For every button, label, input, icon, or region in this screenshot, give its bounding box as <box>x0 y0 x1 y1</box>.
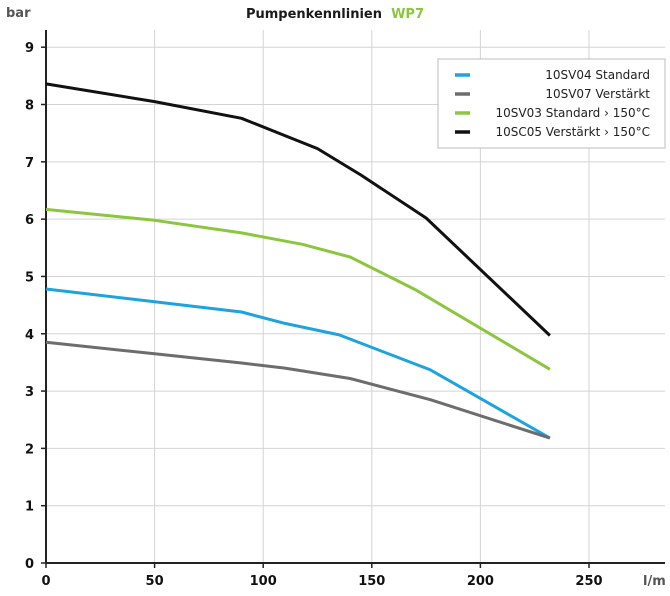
x-tick-label: 0 <box>41 574 50 589</box>
x-tick-label: 150 <box>358 574 385 589</box>
series-line-3 <box>45 207 551 371</box>
legend-box <box>437 58 666 149</box>
series-line-4 <box>45 82 551 337</box>
series-line-2 <box>45 340 551 440</box>
chart-title: Pumpenkennlinien WP7 <box>246 3 424 22</box>
chart-title-main: Pumpenkennlinien <box>246 7 382 22</box>
legend-label: 10SV03 Standard › 150°C <box>496 106 650 120</box>
y-tick-label: 9 <box>25 41 34 56</box>
y-tick-label: 7 <box>25 156 34 171</box>
legend-label: 10SV04 Standard <box>545 68 650 82</box>
x-tick-label: 100 <box>250 574 277 589</box>
y-tick-label: 1 <box>25 500 34 515</box>
ticks: 0 50 100 150 200 250 0 1 2 3 4 5 6 7 8 9 <box>25 41 603 589</box>
x-tick-label: 250 <box>575 574 602 589</box>
chart-title-accent: WP7 <box>391 7 424 22</box>
y-tick-label: 2 <box>25 442 34 457</box>
y-tick-label: 8 <box>25 99 34 114</box>
y-tick-label: 6 <box>25 213 34 228</box>
y-tick-label: 5 <box>25 270 34 285</box>
y-tick-label: 4 <box>25 328 34 343</box>
legend-label: 10SV07 Verstärkt <box>545 87 650 101</box>
series-line-1 <box>45 287 551 440</box>
y-tick-label: 3 <box>25 385 34 400</box>
axes <box>45 30 665 564</box>
y-tick-label: 0 <box>25 557 34 572</box>
y-axis-unit-label: bar <box>6 6 31 21</box>
legend-label: 10SC05 Verstärkt › 150°C <box>495 125 650 139</box>
x-tick-label: 200 <box>467 574 494 589</box>
x-tick-label: 50 <box>146 574 164 589</box>
x-axis-unit-label: l/m <box>643 574 666 589</box>
legend: 10SV04 Standard 10SV07 Verstärkt 10SV03 St… <box>437 58 666 149</box>
series <box>45 82 551 440</box>
